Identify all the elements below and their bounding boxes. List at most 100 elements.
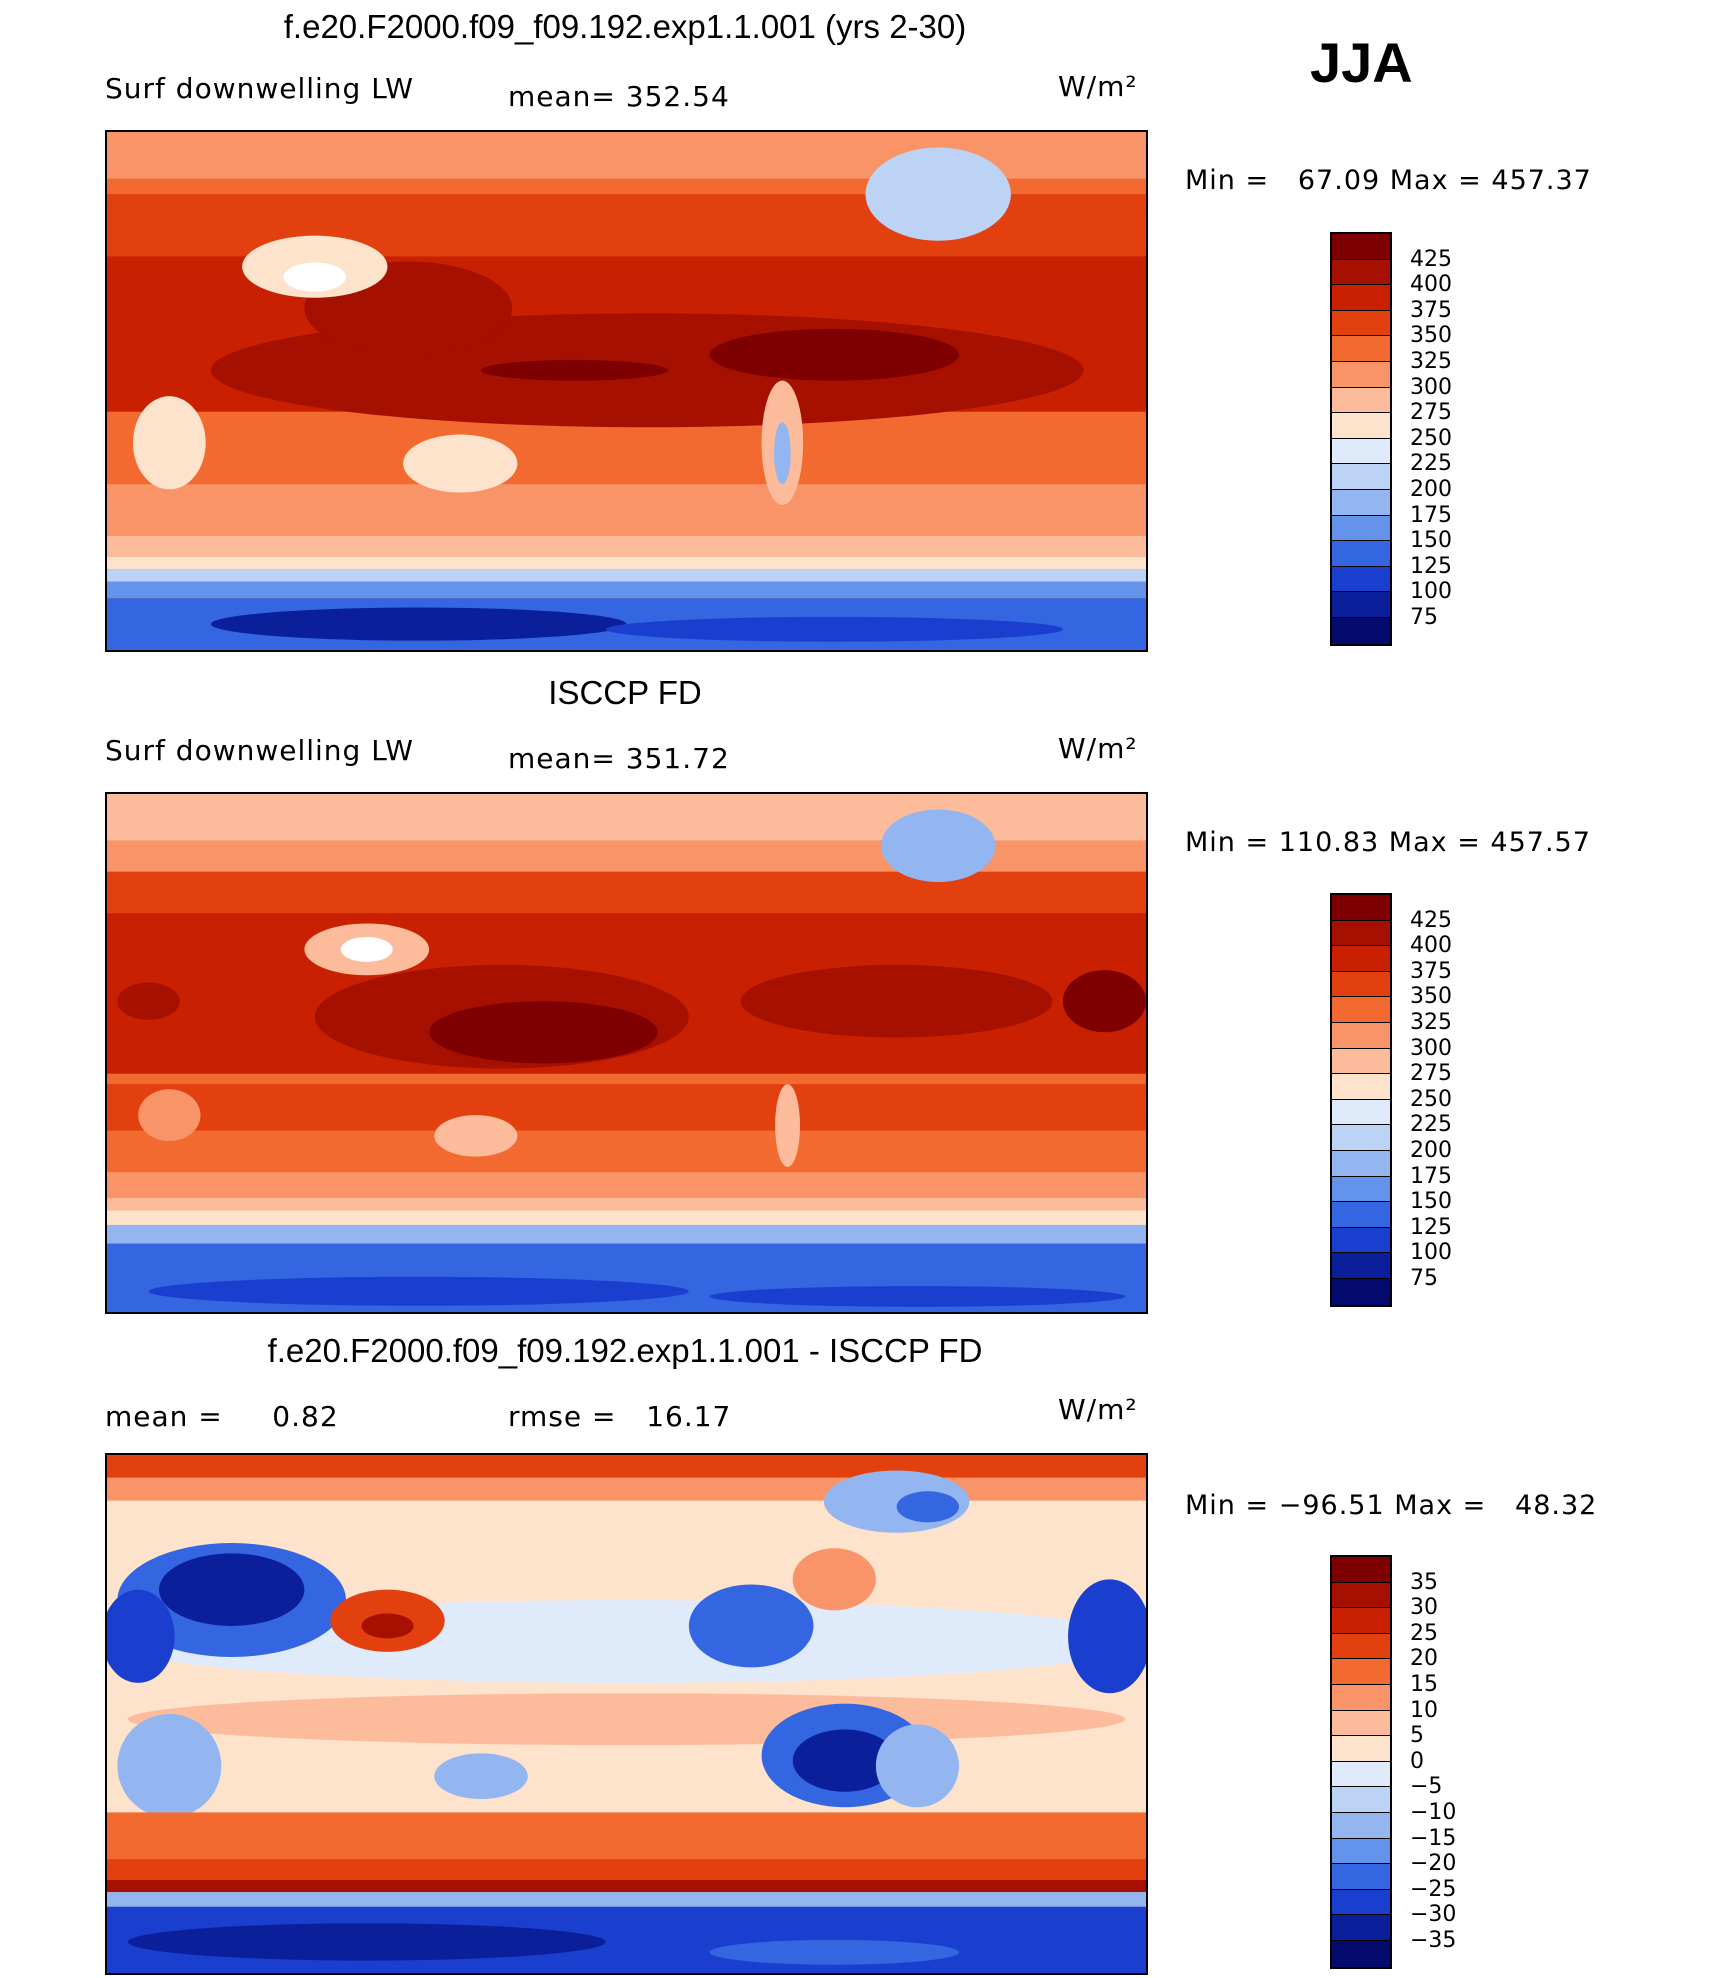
colorbar-swatch [1332,1915,1390,1941]
colorbar-swatch [1332,1633,1390,1660]
panel-1-max-label: Max [1389,165,1449,196]
colorbar-swatch [1332,336,1390,362]
colorbar-swatch [1332,259,1390,286]
panel-3-mean: mean = 0.82 [105,1400,339,1433]
panel-2-max-label: Max [1388,827,1448,858]
colorbar-tick-label: −35 [1410,1928,1457,1953]
colorbar-swatch [1332,1812,1390,1839]
colorbar-swatch [1332,413,1390,439]
colorbar-tick-label: 250 [1410,1086,1452,1112]
panel-2-min-label: Min [1185,827,1236,858]
colorbar-swatch [1332,1582,1390,1609]
panel-3-rmse: rmse = 16.17 [508,1400,731,1433]
colorbar-swatch [1332,1048,1390,1075]
colorbar-tick-label: 125 [1410,1214,1452,1240]
colorbar-swatch [1332,1761,1390,1788]
colorbar-swatch [1332,464,1390,490]
panel-2-variable: Surf downwelling LW [105,734,414,767]
colorbar-tick-label: 250 [1410,425,1452,451]
colorbar-swatch [1332,438,1390,465]
colorbar-tick-label: 0 [1410,1748,1424,1774]
panel-3-units: W/m² [1058,1393,1138,1426]
colorbar-tick-label: 15 [1410,1672,1438,1697]
colorbar-swatch [1332,617,1390,644]
colorbar-swatch [1332,1838,1390,1865]
colorbar-swatch [1332,920,1390,947]
colorbar-tick-label: 375 [1410,958,1452,984]
colorbar-swatch [1332,1684,1390,1711]
colorbar-tick-label: 35 [1410,1569,1438,1595]
colorbar-swatch [1332,285,1390,311]
colorbar-tick-label: 275 [1410,400,1452,426]
panel-2-colorbar [1330,893,1392,1307]
colorbar-tick-label: 25 [1410,1620,1438,1646]
panel-3-max-label: Max [1394,1490,1454,1521]
colorbar-tick-label: 200 [1410,1138,1452,1163]
colorbar-tick-label: 400 [1410,933,1452,959]
colorbar-swatch [1332,1074,1390,1100]
colorbar-tick-label: 10 [1410,1697,1438,1723]
colorbar-tick-label: 20 [1410,1646,1438,1672]
colorbar-tick-label: 300 [1410,1035,1452,1061]
colorbar-tick-label: −5 [1410,1774,1443,1800]
colorbar-swatch [1332,1150,1390,1177]
colorbar-tick-label: 100 [1410,579,1452,605]
colorbar-swatch [1332,310,1390,337]
colorbar-tick-label: 350 [1410,984,1452,1010]
panel-1-mean-value: 352.54 [625,80,730,113]
colorbar-swatch [1332,1022,1390,1049]
colorbar-tick-label: 125 [1410,553,1452,579]
panel-1-max-value: 457.37 [1491,165,1592,196]
colorbar-swatch [1332,1864,1390,1890]
colorbar-tick-label: 75 [1410,1266,1438,1291]
colorbar-swatch [1332,541,1390,567]
colorbar-tick-label: 225 [1410,451,1452,477]
colorbar-tick-label: 5 [1410,1723,1424,1749]
colorbar-swatch [1332,1202,1390,1228]
panel-2-map [105,792,1148,1314]
panel-1-mean: mean= 352.54 [508,80,730,113]
colorbar-tick-label: 200 [1410,477,1452,502]
panel-1-min-label: Min [1185,165,1236,196]
panel-3-map [105,1453,1148,1975]
colorbar-swatch [1332,895,1390,921]
colorbar-swatch [1332,1608,1390,1634]
panel-3-minmax: Min = −96.51 Max = 48.32 [1185,1490,1598,1521]
panel-3-colorbar [1330,1555,1392,1969]
panel-1-units: W/m² [1058,70,1138,103]
colorbar-tick-label: −30 [1410,1902,1457,1928]
panel-1-minmax: Min = 67.09 Max = 457.37 [1185,165,1592,196]
colorbar-tick-label: 75 [1410,605,1438,630]
panel-3-rmse-label: rmse = [508,1400,617,1433]
colorbar-swatch [1332,1176,1390,1203]
colorbar-swatch [1332,1659,1390,1685]
colorbar-swatch [1332,489,1390,516]
colorbar-swatch [1332,1736,1390,1762]
colorbar-tick-label: 275 [1410,1061,1452,1087]
colorbar-tick-label: 175 [1410,502,1452,528]
colorbar-swatch [1332,1125,1390,1151]
colorbar-tick-label: 150 [1410,1189,1452,1215]
panel-1-title: f.e20.F2000.f09_f09.192.exp1.1.001 (yrs … [283,8,967,45]
colorbar-swatch [1332,1710,1390,1737]
colorbar-swatch [1332,361,1390,388]
panel-2-min-value: 110.83 [1278,827,1380,858]
panel-1-mean-label: mean= [508,80,616,113]
panel-2-mean: mean= 351.72 [508,742,730,775]
colorbar-swatch [1332,1557,1390,1583]
colorbar-swatch [1332,1787,1390,1813]
colorbar-swatch [1332,997,1390,1023]
colorbar-tick-label: 100 [1410,1240,1452,1266]
colorbar-tick-label: 225 [1410,1112,1452,1138]
panel-3-max-value: 48.32 [1515,1490,1598,1521]
colorbar-swatch [1332,946,1390,972]
panel-3-title: f.e20.F2000.f09_f09.192.exp1.1.001 - ISC… [267,1332,983,1369]
colorbar-swatch [1332,1227,1390,1254]
panel-3-mean-value: 0.82 [272,1400,339,1433]
colorbar-tick-label: 150 [1410,528,1452,554]
panel-2-title: ISCCP FD [548,674,702,711]
colorbar-tick-label: 400 [1410,272,1452,298]
colorbar-tick-label: −10 [1410,1800,1457,1825]
colorbar-tick-label: 375 [1410,297,1452,323]
colorbar-tick-label: −15 [1410,1825,1457,1851]
